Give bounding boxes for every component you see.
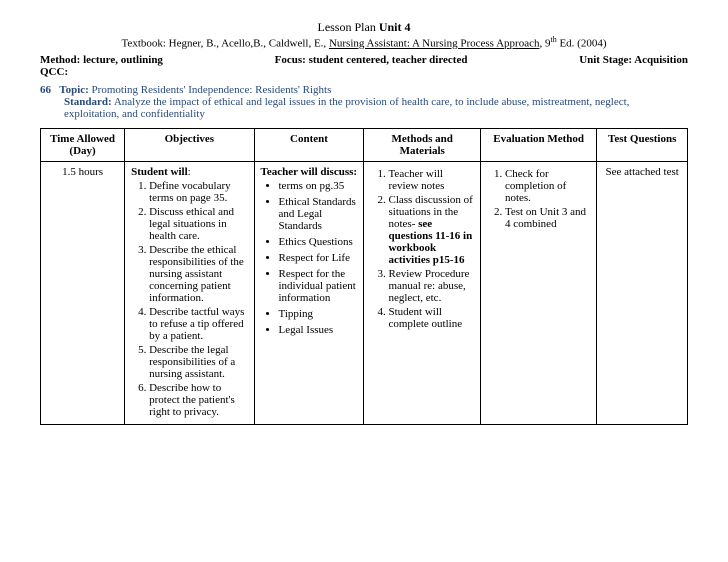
list-item: Describe tactful ways to refuse a tip of…	[149, 306, 247, 342]
list-item: Class discussion of situations in the no…	[388, 194, 473, 266]
textbook-italic: Nursing Assistant: A Nursing Process App…	[329, 38, 540, 50]
standard-value: Analyze the impact of ethical and legal …	[64, 96, 629, 120]
th-content: Content	[254, 128, 364, 161]
list-item: Test on Unit 3 and 4 combined	[505, 206, 590, 230]
document-header: Lesson Plan Unit 4 Textbook: Hegner, B.,…	[40, 20, 688, 50]
meta-row: Method: lecture, outlining Focus: studen…	[40, 54, 688, 66]
methods-list: Teacher will review notes Class discussi…	[370, 168, 473, 330]
list-item: Describe how to protect the patient's ri…	[149, 382, 247, 418]
objectives-lead: Student will	[131, 166, 188, 178]
list-item: Describe the legal responsibilities of a…	[149, 344, 247, 380]
focus-label: Focus:	[275, 54, 306, 66]
list-item: Teacher will review notes	[388, 168, 473, 192]
table-row: 1.5 hours Student will: Define vocabular…	[41, 161, 688, 424]
lesson-table: Time Allowed (Day) Objectives Content Me…	[40, 128, 688, 425]
textbook-suffix: , 9	[539, 38, 550, 50]
th-evaluation: Evaluation Method	[480, 128, 596, 161]
table-header-row: Time Allowed (Day) Objectives Content Me…	[41, 128, 688, 161]
textbook-end: Ed. (2004)	[557, 38, 607, 50]
focus-value: student centered, teacher directed	[306, 54, 468, 66]
method: Method: lecture, outlining	[40, 54, 163, 66]
textbook-prefix: Textbook: Hegner, B., Acello,B., Caldwel…	[121, 38, 328, 50]
stage-label: Unit Stage:	[579, 54, 632, 66]
list-item: Review Procedure manual re: abuse, negle…	[388, 268, 473, 304]
method-label: Method	[40, 54, 77, 66]
list-item: terms on pg.35	[279, 180, 358, 192]
cell-content: Teacher will discuss: terms on pg.35 Eth…	[254, 161, 364, 424]
textbook-line: Textbook: Hegner, B., Acello,B., Caldwel…	[40, 35, 688, 50]
list-item: Respect for the individual patient infor…	[279, 268, 358, 304]
qcc-line: QCC:	[40, 66, 688, 78]
standard-line: Standard: Analyze the impact of ethical …	[64, 96, 678, 120]
topic-num: 66	[40, 84, 51, 96]
th-methods: Methods and Materials	[364, 128, 480, 161]
page-title: Lesson Plan Unit 4	[40, 20, 688, 35]
list-item: Respect for Life	[279, 252, 358, 264]
th-objectives: Objectives	[125, 128, 254, 161]
list-item: Tipping	[279, 308, 358, 320]
standard-label: Standard:	[64, 96, 112, 108]
title-prefix: Lesson Plan	[317, 20, 378, 34]
list-item: Check for completion of notes.	[505, 168, 590, 204]
list-item: Define vocabulary terms on page 35.	[149, 180, 247, 204]
th-time: Time Allowed (Day)	[41, 128, 125, 161]
list-item: Discuss ethical and legal situations in …	[149, 206, 247, 242]
content-lead: Teacher will discuss:	[261, 166, 358, 178]
cell-time: 1.5 hours	[41, 161, 125, 424]
cell-questions: See attached test	[597, 161, 688, 424]
th-questions: Test Questions	[597, 128, 688, 161]
cell-evaluation: Check for completion of notes. Test on U…	[480, 161, 596, 424]
cell-objectives: Student will: Define vocabulary terms on…	[125, 161, 254, 424]
list-item: Student will complete outline	[388, 306, 473, 330]
method-value: : lecture, outlining	[77, 54, 163, 66]
list-item: Legal Issues	[279, 324, 358, 336]
list-item: Ethical Standards and Legal Standards	[279, 196, 358, 232]
list-item: Ethics Questions	[279, 236, 358, 248]
qcc-label: QCC:	[40, 66, 68, 78]
stage-value: Acquisition	[632, 54, 688, 66]
cell-methods: Teacher will review notes Class discussi…	[364, 161, 480, 424]
topic-label: Topic:	[59, 84, 89, 96]
stage: Unit Stage: Acquisition	[579, 54, 688, 66]
title-unit: Unit 4	[379, 20, 411, 34]
content-list: terms on pg.35 Ethical Standards and Leg…	[261, 180, 358, 336]
list-item: Describe the ethical responsibilities of…	[149, 244, 247, 304]
topic-value: Promoting Residents' Independence: Resid…	[89, 84, 332, 96]
evaluation-list: Check for completion of notes. Test on U…	[487, 168, 590, 230]
topic-line: 66 Topic: Promoting Residents' Independe…	[40, 84, 688, 96]
focus: Focus: student centered, teacher directe…	[275, 54, 468, 66]
objectives-list: Define vocabulary terms on page 35. Disc…	[131, 180, 247, 418]
